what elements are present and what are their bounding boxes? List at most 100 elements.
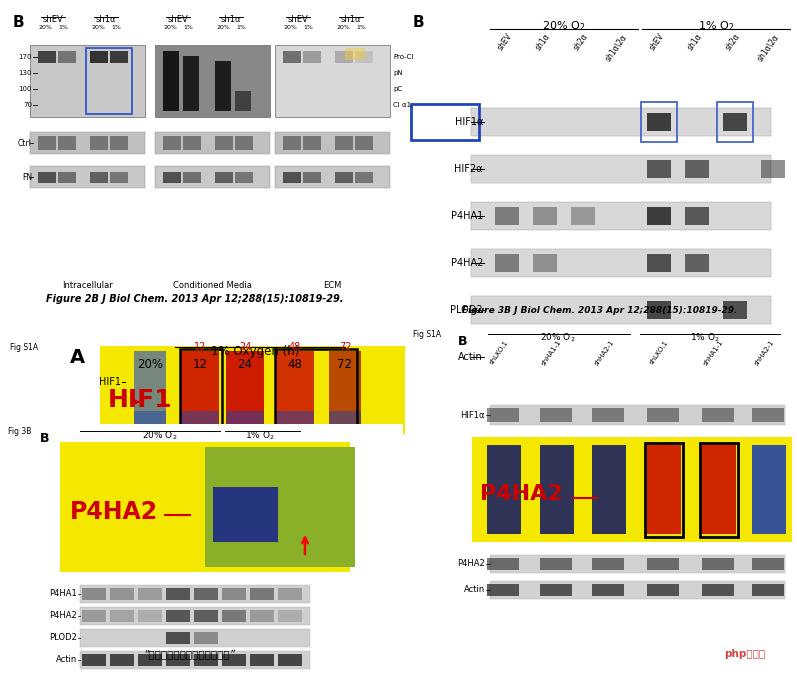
Bar <box>540 408 572 422</box>
Bar <box>717 102 753 142</box>
Bar <box>166 588 190 600</box>
Bar <box>60 442 350 572</box>
Bar <box>411 104 479 140</box>
Text: 72: 72 <box>339 342 351 352</box>
Text: 24: 24 <box>238 358 253 371</box>
Bar <box>761 160 785 178</box>
Text: shHA2-1: shHA2-1 <box>753 339 775 367</box>
Bar <box>487 558 519 570</box>
Text: 24: 24 <box>239 342 251 352</box>
Bar <box>138 588 162 600</box>
Bar <box>495 207 519 225</box>
Bar <box>110 51 128 63</box>
Bar <box>355 136 373 150</box>
Bar <box>5 424 403 677</box>
Text: 1% O$_2$: 1% O$_2$ <box>245 429 275 441</box>
Bar <box>592 445 626 534</box>
Bar <box>38 172 56 183</box>
Bar <box>571 207 595 225</box>
Text: 100: 100 <box>18 86 32 92</box>
Bar <box>250 588 274 600</box>
Text: B: B <box>40 432 49 445</box>
Bar <box>471 202 771 230</box>
Text: P4HA1: P4HA1 <box>451 211 483 221</box>
Bar <box>303 136 321 150</box>
Text: Figure 2B J Biol Chem. 2013 Apr 12;288(15):10819-29.: Figure 2B J Biol Chem. 2013 Apr 12;288(1… <box>46 294 344 304</box>
Text: 1%: 1% <box>236 25 246 30</box>
Text: Fig S1A: Fig S1A <box>10 343 38 352</box>
Bar <box>609 348 633 366</box>
Text: 20%: 20% <box>163 25 177 30</box>
Bar <box>194 588 218 600</box>
Bar <box>226 411 264 429</box>
Bar <box>181 411 219 429</box>
Text: HIF1: HIF1 <box>99 377 121 387</box>
Bar <box>533 254 557 272</box>
Text: pC: pC <box>393 86 402 92</box>
Bar <box>761 348 785 366</box>
Bar <box>194 632 218 644</box>
Text: A: A <box>70 348 85 367</box>
Bar <box>641 102 677 142</box>
Bar <box>134 351 166 429</box>
Text: 12: 12 <box>194 342 206 352</box>
Bar <box>132 374 162 390</box>
Bar <box>80 651 310 669</box>
Bar <box>110 610 134 622</box>
Text: P4HA2: P4HA2 <box>480 484 563 505</box>
Text: php中文网: php中文网 <box>724 649 766 659</box>
Bar <box>226 351 264 429</box>
Bar <box>752 558 784 570</box>
Bar <box>110 588 134 600</box>
Bar <box>275 132 390 154</box>
Bar <box>222 610 246 622</box>
Bar <box>647 160 671 178</box>
Bar <box>335 51 353 63</box>
Text: Actin: Actin <box>464 586 485 595</box>
Bar <box>702 558 734 570</box>
Bar <box>80 629 310 647</box>
Bar <box>58 51 76 63</box>
Text: P4HA2: P4HA2 <box>457 559 485 569</box>
Bar <box>647 408 679 422</box>
Bar <box>540 584 572 596</box>
Bar <box>752 584 784 596</box>
Text: 170: 170 <box>18 54 32 60</box>
Text: shHA1-1: shHA1-1 <box>703 339 725 367</box>
Bar <box>5 7 400 342</box>
Text: 48: 48 <box>288 358 302 371</box>
Text: Conditioned Media: Conditioned Media <box>173 281 252 290</box>
Text: pN: pN <box>393 70 402 76</box>
Bar <box>235 136 253 150</box>
Text: 20%: 20% <box>38 25 52 30</box>
Bar <box>278 588 302 600</box>
Bar <box>227 374 257 390</box>
Bar <box>182 374 212 390</box>
Text: 1%: 1% <box>58 25 68 30</box>
Text: sh2α: sh2α <box>724 32 742 53</box>
Bar <box>163 136 181 150</box>
Bar <box>685 160 709 178</box>
Text: 72: 72 <box>337 358 352 371</box>
Bar <box>250 654 274 666</box>
Bar <box>471 249 771 277</box>
Text: 20% O$_2$: 20% O$_2$ <box>543 19 586 33</box>
Bar <box>222 588 246 600</box>
Text: HIF1α: HIF1α <box>461 411 485 419</box>
Bar <box>283 172 301 183</box>
Text: B: B <box>413 15 425 30</box>
Bar <box>702 445 736 534</box>
Bar <box>90 136 108 150</box>
Bar <box>155 132 270 154</box>
Bar <box>472 437 792 542</box>
Bar <box>275 166 390 188</box>
Text: 20%: 20% <box>216 25 230 30</box>
Bar <box>181 351 219 429</box>
Bar <box>82 588 106 600</box>
Text: sh1α: sh1α <box>96 15 116 24</box>
Bar <box>752 408 784 422</box>
Text: shEV: shEV <box>42 15 64 24</box>
Text: 48: 48 <box>289 342 301 352</box>
Bar <box>276 351 314 429</box>
Bar <box>215 172 233 183</box>
